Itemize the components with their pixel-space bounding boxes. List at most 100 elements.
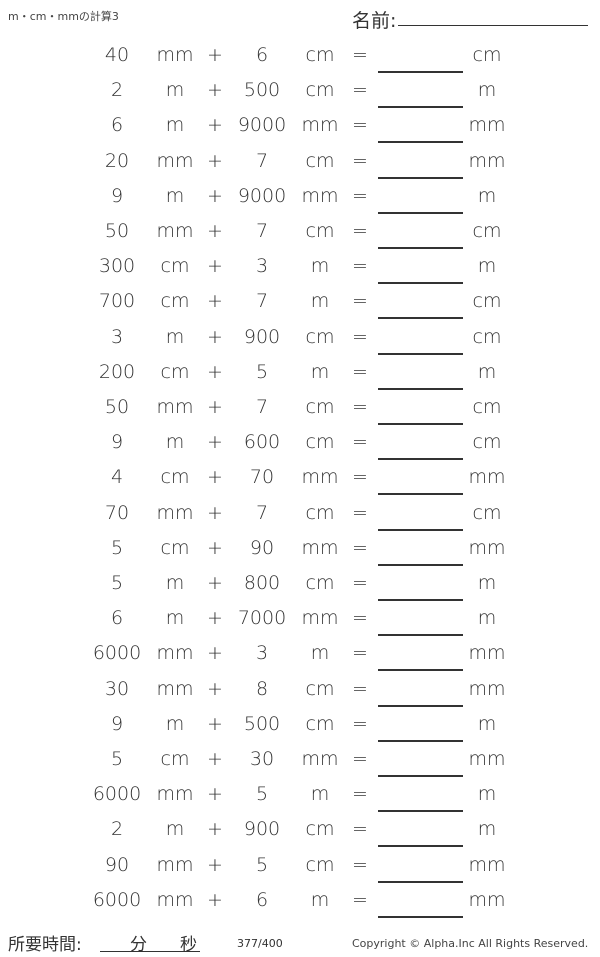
first-unit: cm (160, 536, 190, 559)
first-value: 40 (104, 44, 130, 66)
second-value: 6 (255, 888, 269, 911)
plus-sign: + (207, 677, 223, 700)
answer-blank[interactable] (378, 247, 463, 249)
problem-row: 20 mm +7 cm = mm (0, 150, 600, 180)
answer-blank[interactable] (378, 915, 463, 918)
answer-unit: mm (468, 642, 506, 665)
second-value: 500 (243, 712, 281, 735)
time-label: 所要時間: (8, 935, 82, 955)
answer-blank[interactable] (378, 387, 463, 390)
plus-sign: + (207, 818, 223, 841)
first-unit: mm (156, 220, 194, 242)
second-unit: cm (305, 431, 335, 454)
first-unit: cm (160, 290, 190, 313)
second-unit: m (310, 783, 330, 806)
answer-blank[interactable] (378, 317, 463, 320)
first-value: 700 (98, 290, 136, 313)
plus-sign: + (207, 501, 223, 524)
second-value: 90 (249, 536, 275, 559)
problem-row: 6000 mm +3 m = mm (0, 642, 600, 672)
answer-blank[interactable] (378, 106, 463, 109)
plus-sign: + (207, 184, 223, 207)
answer-unit: cm (472, 501, 502, 524)
problem-row: 30 mm +8 cm = mm (0, 678, 600, 708)
second-unit: cm (305, 501, 335, 524)
answer-unit: m (477, 184, 497, 207)
second-unit: mm (301, 466, 339, 489)
problem-row: 90 mm +5 cm = mm (0, 854, 600, 884)
answer-blank[interactable] (378, 352, 463, 355)
plus-sign: + (207, 396, 223, 418)
first-value: 5 (110, 536, 124, 559)
first-unit: m (165, 184, 185, 207)
answer-blank[interactable] (378, 599, 463, 601)
answer-unit: mm (468, 149, 506, 172)
equals-sign: = (352, 396, 368, 418)
second-value: 9000 (237, 184, 287, 207)
answer-blank[interactable] (378, 458, 463, 461)
answer-blank[interactable] (378, 493, 463, 496)
answer-blank[interactable] (378, 282, 463, 285)
problem-row: 3 m +900 cm = cm (0, 326, 600, 356)
first-unit: mm (156, 149, 194, 172)
answer-unit: mm (468, 677, 506, 700)
problem-row: 6 m +7000 mm = m (0, 607, 600, 637)
problem-row: 6000 mm +5 m = m (0, 783, 600, 813)
answer-unit: m (477, 255, 497, 278)
second-unit: cm (305, 396, 335, 418)
second-unit: cm (305, 79, 335, 102)
answer-blank[interactable] (378, 704, 463, 707)
first-value: 50 (104, 220, 130, 242)
answer-blank[interactable] (378, 880, 463, 883)
problem-row: 200 cm +5 m = m (0, 361, 600, 391)
first-unit: m (165, 818, 185, 841)
second-unit: cm (305, 44, 335, 66)
first-value: 6000 (92, 888, 142, 911)
second-value: 70 (249, 466, 275, 489)
name-field[interactable] (398, 25, 588, 26)
answer-blank[interactable] (378, 423, 463, 425)
first-unit: mm (156, 853, 194, 876)
plus-sign: + (207, 325, 223, 348)
time-field[interactable] (100, 951, 200, 952)
equals-sign: = (352, 114, 368, 137)
answer-blank[interactable] (378, 739, 463, 742)
answer-blank[interactable] (378, 634, 463, 637)
problem-row: 50 mm +7 cm = cm (0, 396, 600, 426)
first-value: 4 (110, 466, 124, 489)
second-value: 6 (255, 44, 269, 66)
equals-sign: = (352, 184, 368, 207)
first-value: 2 (110, 79, 124, 102)
problem-row: 2 m +900 cm = m (0, 818, 600, 848)
equals-sign: = (352, 748, 368, 770)
answer-blank[interactable] (378, 71, 463, 73)
answer-blank[interactable] (378, 528, 463, 531)
answer-blank[interactable] (378, 810, 463, 813)
first-unit: m (165, 572, 185, 594)
problem-row: 40 mm +6 cm = cm (0, 44, 600, 74)
plus-sign: + (207, 712, 223, 735)
second-value: 5 (255, 360, 269, 383)
answer-blank[interactable] (378, 845, 463, 848)
answer-unit: cm (472, 431, 502, 454)
answer-blank[interactable] (378, 669, 463, 672)
answer-unit: cm (472, 325, 502, 348)
second-unit: m (310, 290, 330, 313)
answer-blank[interactable] (378, 563, 463, 566)
answer-blank[interactable] (378, 775, 463, 777)
first-value: 70 (104, 501, 130, 524)
plus-sign: + (207, 572, 223, 594)
second-value: 5 (255, 783, 269, 806)
second-unit: cm (305, 325, 335, 348)
first-unit: m (165, 712, 185, 735)
answer-unit: cm (472, 290, 502, 313)
answer-blank[interactable] (378, 211, 463, 214)
plus-sign: + (207, 748, 223, 770)
equals-sign: = (352, 79, 368, 102)
first-value: 30 (104, 677, 130, 700)
second-unit: m (310, 360, 330, 383)
answer-blank[interactable] (378, 176, 463, 179)
answer-blank[interactable] (378, 141, 463, 144)
first-value: 90 (104, 853, 130, 876)
answer-unit: mm (468, 114, 506, 137)
